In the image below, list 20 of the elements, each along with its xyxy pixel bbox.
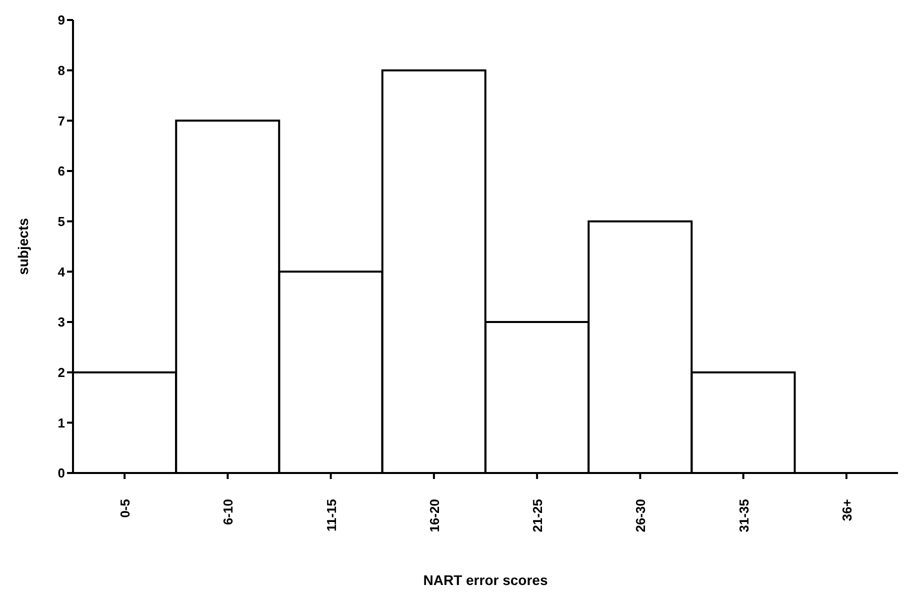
x-tick-label: 0-5	[118, 499, 133, 518]
y-tick-label: 0	[58, 466, 65, 481]
y-axis-title: subjects	[14, 218, 31, 275]
y-tick-label: 1	[58, 415, 65, 430]
y-tick-label: 7	[58, 113, 65, 128]
x-axis-title: NART error scores	[423, 572, 548, 588]
x-tick-label: 36+	[839, 498, 854, 522]
x-tick-label: 26-30	[633, 499, 648, 532]
y-tick-label: 5	[58, 214, 65, 229]
x-tick-label: 31-35	[736, 499, 752, 532]
y-tick-label: 2	[58, 364, 65, 380]
y-tick-label: 8	[58, 62, 65, 78]
x-tick-label: 21-25	[530, 499, 546, 532]
x-tick-label: 6-10	[220, 499, 236, 526]
y-tick-label: 4	[58, 264, 66, 280]
y-tick-label: 9	[58, 12, 65, 28]
y-tick-label: 3	[58, 314, 65, 330]
x-tick-label: 11-15	[324, 499, 339, 532]
x-tick-label: 16-20	[426, 499, 442, 532]
y-tick-label: 6	[58, 164, 65, 179]
